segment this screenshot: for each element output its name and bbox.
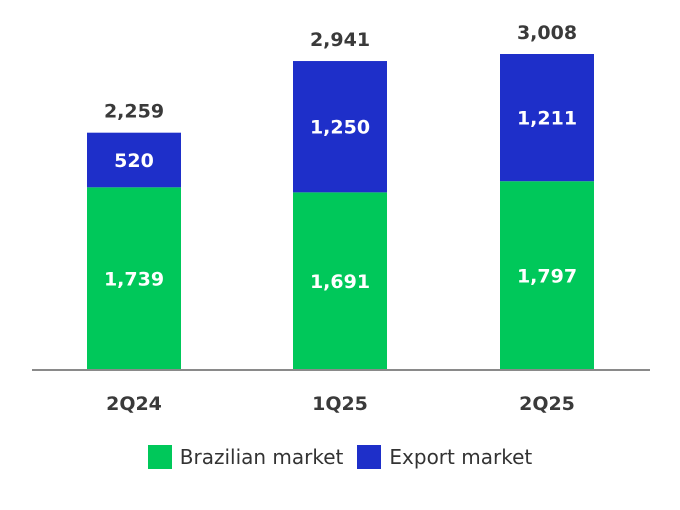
legend-label-brazilian-market: Brazilian market — [179, 445, 344, 469]
legend-swatch-export-market — [357, 445, 382, 469]
data-label-1Q25-export-market: 1,250 — [310, 117, 370, 139]
x-tick-label-1Q25: 1Q25 — [312, 393, 368, 415]
total-label-2Q25: 3,008 — [517, 22, 577, 44]
bar-1Q25-brazilian-market — [293, 192, 387, 370]
legend-swatch-brazilian-market — [147, 445, 172, 469]
data-label-1Q25-brazilian-market: 1,691 — [310, 271, 370, 293]
bar-2Q24-export-market — [87, 132, 181, 188]
legend: Brazilian market Export market — [0, 445, 680, 469]
total-label-2Q24: 2,259 — [104, 101, 164, 123]
x-tick-label-2Q24: 2Q24 — [106, 393, 162, 415]
data-label-2Q25-export-market: 1,211 — [517, 108, 577, 130]
x-tick-label-2Q25: 2Q25 — [519, 393, 575, 415]
bar-2Q24-brazilian-market — [87, 187, 181, 370]
bar-2Q25-export-market — [500, 54, 594, 182]
stacked-bar-chart: 1,739 520 2,259 2Q24 1,691 1,250 2,941 1Q25 1,79… — [32, 22, 650, 415]
bar-1Q25-export-market — [293, 61, 387, 193]
legend-item-export-market: Export market — [357, 445, 532, 469]
total-label-1Q25: 2,941 — [310, 29, 370, 51]
legend-item-brazilian-market: Brazilian market — [147, 445, 344, 469]
data-label-2Q24-export-market: 520 — [114, 150, 154, 172]
data-label-2Q25-brazilian-market: 1,797 — [517, 266, 577, 288]
data-label-2Q24-brazilian-market: 1,739 — [104, 269, 164, 291]
legend-label-export-market: Export market — [389, 445, 533, 469]
bar-2Q25-brazilian-market — [500, 181, 594, 370]
